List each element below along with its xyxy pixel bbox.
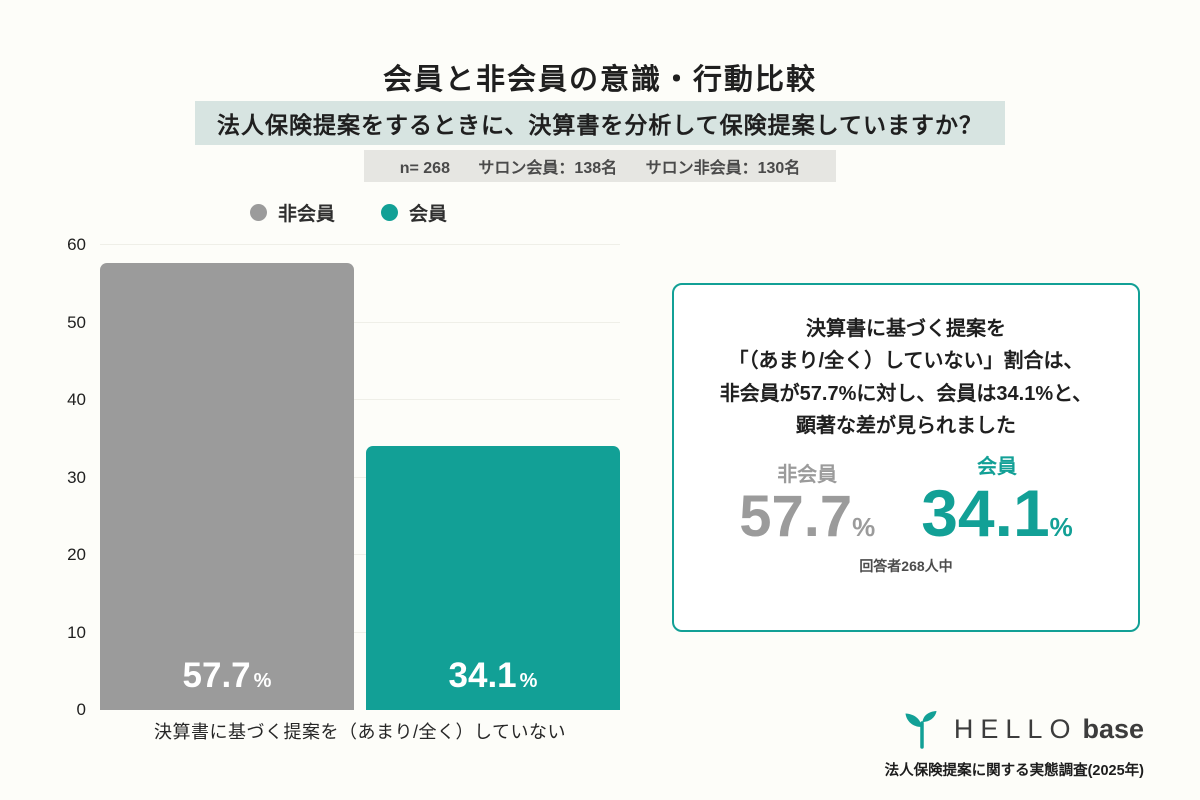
- bar-value-member: 34.1: [448, 656, 517, 695]
- sample-member: サロン会員：138名: [478, 160, 618, 177]
- bar-nonmember: 57.7%: [100, 262, 354, 710]
- plot-area: 57.7% 34.1%: [100, 244, 620, 710]
- legend-dot-nonmember-icon: [250, 204, 267, 221]
- sample-wrap: n= 268 サロン会員：138名 サロン非会員：130名: [0, 150, 1200, 182]
- stat-nonmember: 非会員 57.7%: [739, 463, 875, 548]
- y-axis: 0 10 20 30 40 50 60: [58, 235, 86, 719]
- stat-value-member: 34.1%: [921, 475, 1073, 550]
- gridline: [100, 244, 620, 245]
- sample-n: n= 268: [399, 160, 450, 177]
- bar-member: 34.1%: [366, 445, 620, 710]
- page-title: 会員と非会員の意識・行動比較: [382, 64, 817, 96]
- gridline: [100, 476, 620, 478]
- stat-number-nonmember: 57.7: [739, 483, 853, 549]
- gridline: [100, 554, 620, 556]
- brand-row: HELLO base: [885, 707, 1144, 751]
- page-subtitle: 法人保険提案をするときに、決算書を分析して保険提案していますか？: [195, 101, 1005, 145]
- brand-base: base: [1082, 713, 1144, 744]
- y-tick-label: 10: [67, 622, 86, 642]
- x-axis-category-label: 決算書に基づく提案を（あまり/全く）していない: [154, 722, 566, 742]
- legend-dot-member-icon: [381, 204, 399, 221]
- stat-unit-member: %: [1049, 511, 1073, 542]
- bar-unit-member: %: [519, 670, 538, 692]
- y-tick-label: 50: [67, 312, 86, 332]
- stat-number-member: 34.1: [921, 475, 1050, 550]
- stat-value-nonmember: 57.7%: [739, 483, 876, 549]
- chart-legend: 非会員 会員: [250, 199, 447, 226]
- stat-label-member: 会員: [977, 455, 1017, 478]
- bar-label-member: 34.1%: [366, 656, 620, 696]
- bar-unit-nonmember: %: [253, 670, 272, 692]
- callout-line-1: 決算書に基づく提案を: [806, 318, 1006, 340]
- legend-label-member: 会員: [409, 204, 448, 225]
- footer: HELLO base 法人保険提案に関する実態調査(2025年): [885, 707, 1144, 780]
- callout-box: 決算書に基づく提案を 「（あまり/全く）していない」割合は、 非会員が57.7%…: [672, 283, 1140, 632]
- legend-item-member: 会員: [381, 199, 447, 226]
- gridline: [100, 399, 620, 401]
- y-tick-label: 0: [76, 700, 86, 719]
- bar-value-nonmember: 57.7: [182, 656, 251, 695]
- gridline: [100, 321, 620, 323]
- y-tick-label: 20: [67, 545, 86, 565]
- subtitle-wrap: 法人保険提案をするときに、決算書を分析して保険提案していますか？: [0, 101, 1200, 145]
- sample-nonmember: サロン非会員：130名: [645, 160, 801, 177]
- y-tick-label: 30: [67, 467, 86, 487]
- legend-label-nonmember: 非会員: [278, 204, 336, 225]
- gridline: [100, 631, 620, 633]
- callout-stats: 非会員 57.7% 会員 34.1%: [692, 455, 1120, 548]
- callout-line-2: 「（あまり/全く）していない」割合は、: [728, 350, 1084, 373]
- legend-item-nonmember: 非会員: [250, 199, 335, 226]
- callout-line-3: 非会員が57.7%に対し、会員は34.1%と、: [719, 382, 1093, 405]
- callout-footnote: 回答者268人中: [859, 557, 953, 574]
- callout-line-4: 顕著な差が見られました: [796, 415, 1016, 438]
- y-tick-label: 60: [67, 235, 86, 254]
- bars: 57.7% 34.1%: [100, 245, 620, 710]
- stat-unit-nonmember: %: [852, 511, 876, 542]
- source-note: 法人保険提案に関する実態調査(2025年): [884, 763, 1144, 779]
- bar-label-nonmember: 57.7%: [100, 656, 354, 696]
- brand-hello: HELLO: [953, 713, 1078, 744]
- sprout-logo-icon: [905, 711, 937, 749]
- stat-member: 会員 34.1%: [921, 455, 1073, 548]
- bar-chart: 0 10 20 30 40 50 60 57.7% 34.1% 決算書に基づく提案を（あまり…: [58, 235, 633, 755]
- sample-note: n= 268 サロン会員：138名 サロン非会員：130名: [363, 150, 837, 182]
- stat-label-nonmember: 非会員: [777, 463, 838, 486]
- y-tick-label: 40: [67, 390, 86, 410]
